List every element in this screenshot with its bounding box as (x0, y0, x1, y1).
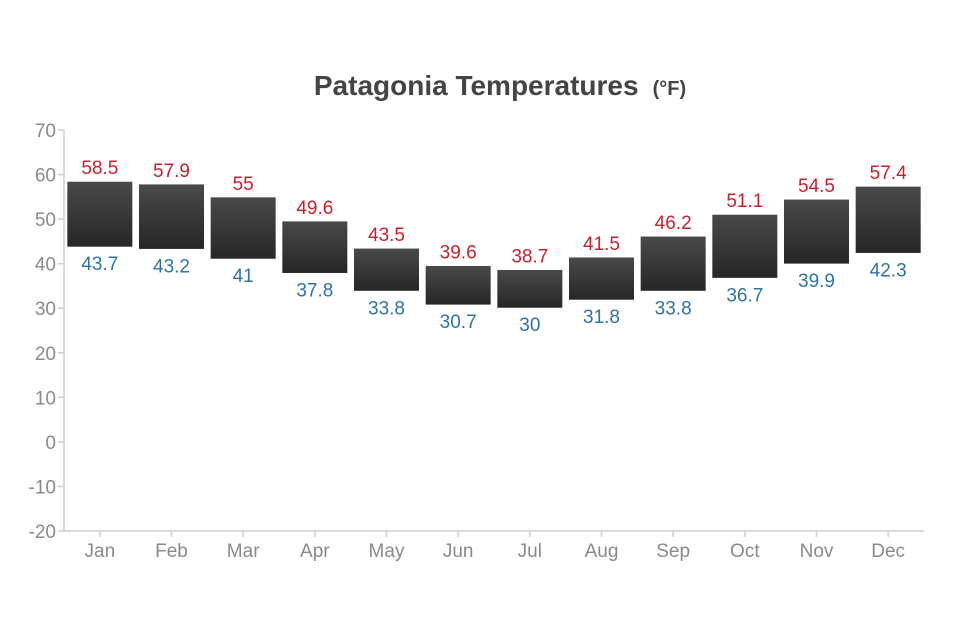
data-labels: 58.5 43.7 57.9 43.2 55 41 49.6 37.8 43.5 33.8 39.6… (81, 158, 907, 336)
y-tick-label: 70 (35, 121, 56, 142)
y-tick-label: 10 (35, 388, 56, 409)
low-value-label: 33.8 (368, 298, 405, 319)
high-value-label: 58.5 (81, 158, 118, 179)
low-value-label: 30.7 (440, 312, 477, 333)
temperature-bar (353, 247, 420, 292)
high-value-label: 41.5 (583, 234, 620, 255)
y-tick-label: 50 (35, 210, 56, 231)
high-value-label: 54.5 (798, 176, 835, 197)
y-tick-label: -20 (29, 522, 56, 543)
high-value-label: 49.6 (296, 198, 333, 219)
temperature-bar (639, 235, 707, 292)
temperature-bar (66, 180, 134, 248)
temperature-bar (281, 220, 349, 274)
y-tick-label: 30 (35, 299, 56, 320)
temperature-bar (711, 213, 779, 279)
y-tick-label: 40 (35, 255, 56, 276)
y-tick-label: -10 (29, 477, 56, 498)
x-tick-label: Mar (227, 541, 260, 562)
chart-title-unit: (°F) (653, 78, 687, 100)
x-tick-label: Feb (155, 541, 188, 562)
low-value-label: 39.9 (798, 271, 835, 292)
high-value-label: 51.1 (726, 191, 763, 212)
chart-title: Patagonia Temperatures (°F) (314, 70, 686, 101)
y-axis-ticks: 70 60 50 40 30 20 10 0 -10 -20 (29, 121, 64, 543)
high-value-label: 39.6 (440, 242, 477, 263)
x-tick-label: May (369, 541, 405, 562)
low-value-label: 43.2 (153, 256, 190, 277)
chart-title-text: Patagonia Temperatures (314, 70, 639, 101)
y-tick-label: 60 (35, 166, 56, 187)
low-value-label: 37.8 (296, 280, 333, 301)
high-value-label: 46.2 (655, 213, 692, 234)
low-value-label: 42.3 (870, 260, 907, 281)
low-value-label: 43.7 (81, 254, 118, 275)
temperature-bar (424, 264, 492, 306)
x-tick-label: Nov (800, 541, 834, 562)
high-value-label: 55 (233, 174, 254, 195)
x-tick-label: Sep (656, 541, 690, 562)
temperature-bar (496, 268, 564, 309)
low-value-label: 31.8 (583, 307, 620, 328)
temperature-bar (568, 256, 635, 301)
temperature-bar (138, 183, 205, 250)
y-tick-label: 20 (35, 344, 56, 365)
x-axis-ticks: Jan Feb Mar Apr May Jun Jul Aug Sep Oct Nov Dec (85, 531, 905, 562)
x-tick-label: Oct (730, 541, 760, 562)
high-value-label: 43.5 (368, 225, 405, 246)
x-tick-label: Jun (443, 541, 474, 562)
x-tick-label: Jan (85, 541, 116, 562)
low-value-label: 36.7 (726, 285, 763, 306)
x-tick-label: Jul (518, 541, 542, 562)
temperature-bar (783, 198, 850, 265)
temperature-bar (209, 196, 277, 260)
x-tick-label: Dec (871, 541, 905, 562)
low-value-label: 30 (519, 315, 540, 336)
y-tick-label: 0 (45, 433, 56, 454)
high-value-label: 57.9 (153, 161, 190, 182)
low-value-label: 41 (233, 266, 254, 287)
high-value-label: 38.7 (511, 246, 548, 267)
x-tick-label: Apr (300, 541, 330, 562)
x-tick-label: Aug (585, 541, 619, 562)
low-value-label: 33.8 (655, 298, 692, 319)
bars (66, 180, 922, 309)
temperature-bar (854, 185, 922, 254)
high-value-label: 57.4 (870, 163, 907, 184)
